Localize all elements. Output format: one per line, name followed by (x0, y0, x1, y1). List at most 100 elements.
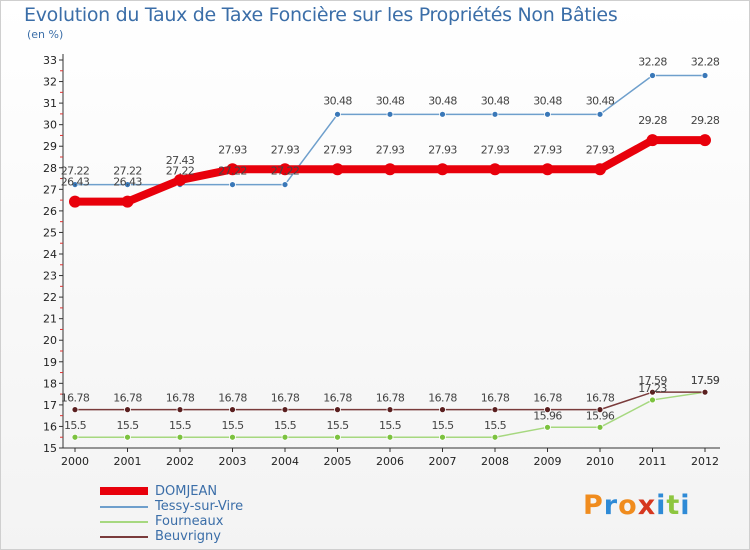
data-label: 15.5 (484, 419, 507, 432)
y-tick-label: 16 (43, 420, 57, 433)
data-label: 16.78 (218, 392, 247, 405)
data-point (124, 433, 131, 441)
logo-letter: i (680, 490, 691, 521)
data-label: 17.59 (638, 374, 667, 387)
data-point (646, 134, 659, 147)
proxiti-logo: Proxiti (583, 490, 691, 521)
data-point (649, 72, 656, 79)
data-point (174, 174, 186, 187)
data-point (229, 406, 236, 414)
data-point (544, 423, 551, 431)
data-point (596, 406, 604, 414)
data-point (176, 433, 184, 441)
y-tick-label: 17 (43, 399, 57, 412)
data-point (386, 433, 394, 441)
data-point (489, 163, 501, 176)
data-point (331, 163, 344, 176)
data-label: 16.78 (376, 392, 405, 405)
data-label: 15.5 (431, 419, 454, 432)
y-tick-label: 33 (43, 54, 57, 67)
y-unit-label: (en %) (27, 28, 64, 41)
data-label: 27.22 (166, 165, 195, 178)
data-point (386, 110, 394, 118)
data-point (594, 163, 606, 176)
data-label: 30.48 (376, 94, 405, 107)
data-label: 15.5 (64, 419, 87, 432)
legend-label: Fourneaux (155, 514, 224, 529)
data-label: 16.78 (586, 392, 615, 405)
data-label: 16.78 (271, 392, 300, 405)
y-tick-label: 23 (43, 270, 57, 283)
data-point (491, 433, 499, 441)
logo-letter: i (656, 490, 667, 521)
data-label: 15.5 (116, 419, 139, 432)
data-point (701, 72, 709, 79)
y-tick-label: 21 (43, 313, 57, 326)
y-tick-label: 20 (43, 334, 57, 347)
data-point (71, 433, 79, 441)
data-label: 15.5 (221, 419, 244, 432)
data-label: 16.78 (533, 392, 562, 405)
data-point (71, 406, 79, 414)
x-tick-label: 2010 (586, 455, 614, 468)
data-point (124, 406, 131, 414)
data-point (544, 406, 551, 414)
y-tick-label: 28 (43, 162, 57, 175)
data-label: 27.93 (586, 143, 615, 156)
data-point (491, 110, 499, 118)
data-label: 16.78 (166, 392, 195, 405)
data-label: 30.48 (481, 94, 510, 107)
data-point (334, 433, 341, 441)
data-label: 27.22 (113, 165, 142, 178)
data-label: 27.22 (61, 165, 90, 178)
data-label: 30.48 (323, 94, 352, 107)
data-point (124, 181, 131, 188)
data-point (176, 406, 184, 414)
data-label: 16.78 (481, 392, 510, 405)
y-tick-label: 31 (43, 97, 57, 110)
y-tick-label: 24 (43, 248, 57, 261)
y-tick-label: 15 (43, 442, 57, 455)
data-point (491, 406, 499, 414)
data-point (334, 110, 341, 118)
x-tick-label: 2012 (691, 455, 719, 468)
data-label: 27.93 (271, 143, 300, 156)
legend-swatch (100, 487, 148, 495)
logo-letter: o (618, 490, 638, 521)
data-point (71, 181, 79, 188)
legend-swatch (100, 521, 148, 523)
data-point (69, 195, 81, 208)
data-point (439, 406, 446, 414)
x-tick-label: 2008 (481, 455, 509, 468)
data-label: 32.28 (638, 56, 667, 69)
data-label: 27.93 (376, 143, 405, 156)
data-point (701, 388, 709, 396)
data-label: 16.78 (113, 392, 142, 405)
y-tick-label: 32 (43, 76, 57, 89)
data-label: 27.93 (533, 143, 562, 156)
data-label: 16.78 (428, 392, 457, 405)
data-label: 15.5 (274, 419, 297, 432)
y-tick-label: 25 (43, 226, 57, 239)
data-point (699, 134, 711, 147)
logo-letter: t (666, 490, 681, 521)
x-tick-label: 2001 (114, 455, 142, 468)
data-point (281, 406, 289, 414)
data-label: 30.48 (533, 94, 562, 107)
data-label: 17.59 (691, 374, 720, 387)
legend-label: Beuvrigny (155, 529, 221, 544)
data-label: 17.23 (638, 382, 667, 395)
legend-swatch (100, 506, 148, 508)
data-label: 26.43 (61, 176, 90, 189)
x-tick-label: 2006 (376, 455, 404, 468)
x-tick-label: 2005 (324, 455, 352, 468)
data-point (229, 433, 236, 441)
data-point (541, 163, 554, 176)
data-point (279, 163, 291, 176)
x-tick-label: 2007 (429, 455, 457, 468)
data-point (439, 433, 446, 441)
data-point (384, 163, 396, 176)
data-label: 15.5 (169, 419, 192, 432)
